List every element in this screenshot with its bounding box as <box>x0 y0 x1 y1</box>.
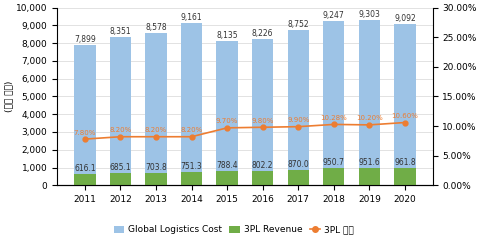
Bar <box>216 41 237 185</box>
Bar <box>252 39 273 185</box>
3PL 비중 <box>117 135 123 138</box>
Line: 3PL 비중: 3PL 비중 <box>82 120 407 142</box>
Text: 8,135: 8,135 <box>216 31 238 40</box>
3PL 비중 <box>366 123 372 126</box>
Bar <box>287 30 308 185</box>
Text: 8,351: 8,351 <box>109 27 131 36</box>
Text: 8.20%: 8.20% <box>180 127 202 133</box>
Bar <box>358 20 379 185</box>
Text: 10.28%: 10.28% <box>320 115 347 121</box>
Bar <box>358 168 379 185</box>
Text: 616.1: 616.1 <box>74 164 96 173</box>
Text: 961.8: 961.8 <box>393 158 415 167</box>
Bar <box>180 172 202 185</box>
Text: 10.20%: 10.20% <box>355 115 382 121</box>
Bar <box>180 22 202 185</box>
Text: 8.20%: 8.20% <box>144 127 167 133</box>
Bar <box>252 171 273 185</box>
Bar <box>145 33 167 185</box>
Text: 951.6: 951.6 <box>358 158 379 167</box>
Y-axis label: (십억 달러): (십억 달러) <box>4 81 13 112</box>
Text: 9,092: 9,092 <box>393 14 415 23</box>
Bar <box>145 173 167 185</box>
Text: 950.7: 950.7 <box>322 158 344 167</box>
Text: 9,161: 9,161 <box>180 12 202 21</box>
3PL 비중 <box>188 135 194 138</box>
3PL 비중 <box>224 126 229 129</box>
Text: 8,578: 8,578 <box>145 23 167 32</box>
Text: 8.20%: 8.20% <box>109 127 132 133</box>
Text: 9.90%: 9.90% <box>287 117 309 123</box>
Text: 685.1: 685.1 <box>109 163 131 172</box>
3PL 비중 <box>295 125 300 128</box>
Bar <box>74 45 96 185</box>
3PL 비중 <box>330 123 336 126</box>
Bar <box>109 37 131 185</box>
Bar <box>394 168 415 185</box>
Bar <box>109 173 131 185</box>
Bar <box>323 21 344 185</box>
3PL 비중 <box>153 135 158 138</box>
Text: 802.2: 802.2 <box>252 161 273 170</box>
Text: 703.8: 703.8 <box>145 163 167 172</box>
Bar <box>287 170 308 185</box>
Bar <box>394 24 415 185</box>
Text: 9.70%: 9.70% <box>216 118 238 124</box>
Text: 870.0: 870.0 <box>287 160 309 169</box>
Bar <box>323 168 344 185</box>
3PL 비중 <box>259 126 265 129</box>
3PL 비중 <box>82 138 88 141</box>
Bar <box>74 174 96 185</box>
Text: 9,303: 9,303 <box>358 10 380 19</box>
Text: 7.80%: 7.80% <box>73 130 96 136</box>
Text: 10.60%: 10.60% <box>391 113 418 119</box>
Legend: Global Logistics Cost, 3PL Revenue, 3PL 비중: Global Logistics Cost, 3PL Revenue, 3PL … <box>110 222 357 238</box>
Bar <box>216 171 237 185</box>
Text: 9,247: 9,247 <box>322 11 344 20</box>
Text: 8,752: 8,752 <box>287 20 308 29</box>
3PL 비중 <box>401 121 407 124</box>
Text: 8,226: 8,226 <box>252 29 273 38</box>
Text: 7,899: 7,899 <box>74 35 96 44</box>
Text: 751.3: 751.3 <box>180 162 202 171</box>
Text: 9.80%: 9.80% <box>251 118 273 124</box>
Text: 788.4: 788.4 <box>216 161 238 170</box>
